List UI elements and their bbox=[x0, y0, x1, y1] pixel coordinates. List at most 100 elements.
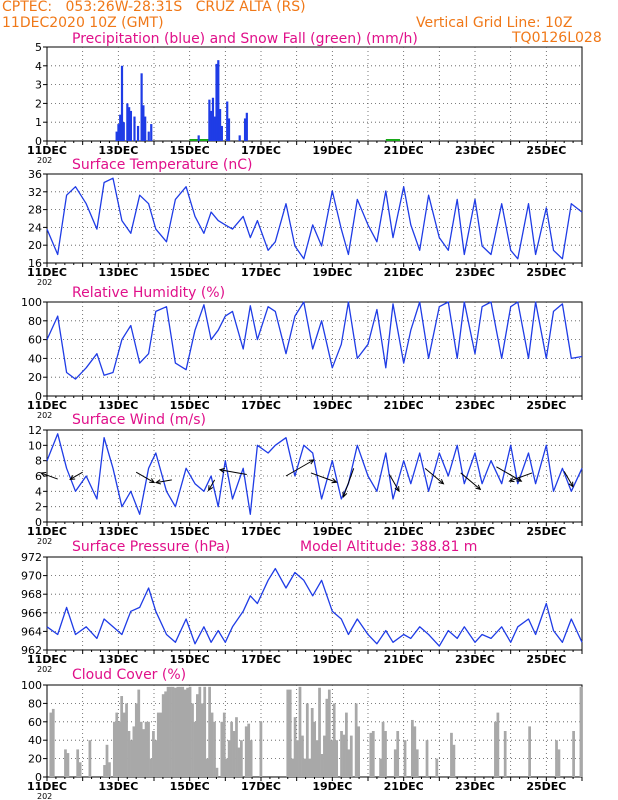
wind-vector bbox=[342, 468, 355, 498]
precip-bar bbox=[117, 124, 120, 141]
cloud-bar bbox=[200, 703, 204, 777]
y-tick-label: 40 bbox=[28, 734, 42, 747]
y-tick-label: 0 bbox=[35, 390, 42, 403]
cloud-bar bbox=[164, 691, 168, 777]
wind-vector bbox=[509, 472, 533, 482]
x-tick-label: 25DEC bbox=[526, 266, 566, 279]
precip-bar bbox=[133, 116, 136, 141]
cloud-bar bbox=[127, 731, 131, 777]
precip-bar bbox=[128, 107, 131, 141]
cloud-bar bbox=[225, 758, 229, 777]
cloud-bar bbox=[171, 686, 175, 777]
precip-bar bbox=[144, 116, 147, 141]
precip-bar bbox=[217, 60, 220, 141]
precip-bar bbox=[197, 135, 200, 141]
cloud-bar bbox=[288, 689, 292, 777]
x-tick-label: 17DEC bbox=[241, 653, 281, 666]
cloud-bar bbox=[230, 721, 233, 777]
cloud-bar bbox=[435, 758, 439, 777]
cloud-bar bbox=[147, 721, 150, 777]
precip-bar bbox=[218, 109, 222, 141]
cloud-bar bbox=[555, 740, 558, 777]
cloud-bar bbox=[413, 726, 417, 777]
cloud-bar bbox=[152, 731, 155, 777]
y-tick-label: 2 bbox=[35, 501, 42, 514]
series-line bbox=[46, 567, 583, 647]
y-tick-label: 36 bbox=[28, 168, 42, 181]
cloud-bar bbox=[103, 765, 106, 777]
cloud-bar bbox=[340, 731, 343, 777]
x-tick-label: 11DEC bbox=[27, 525, 67, 538]
cloud-bar bbox=[415, 749, 419, 777]
precip-bar bbox=[136, 125, 140, 141]
x-axis-stub: 202 bbox=[37, 665, 52, 674]
cloud-bar bbox=[298, 686, 302, 777]
cloud-bar bbox=[315, 740, 319, 777]
x-tick-label: 13DEC bbox=[98, 266, 138, 279]
wind-vector bbox=[135, 471, 155, 483]
cloud-bar bbox=[410, 719, 414, 777]
x-tick-label: 19DEC bbox=[312, 144, 352, 157]
y-tick-label: 100 bbox=[21, 679, 42, 692]
cloud-bar bbox=[174, 687, 177, 777]
cloud-bar bbox=[557, 749, 561, 777]
cloud-bar bbox=[325, 698, 329, 777]
cloud-bar bbox=[115, 712, 119, 777]
x-tick-label: 21DEC bbox=[384, 780, 424, 793]
cloud-bar bbox=[357, 726, 360, 777]
panel-frame bbox=[46, 173, 583, 264]
wind-vector-head bbox=[69, 474, 76, 480]
cloud-bar bbox=[66, 753, 70, 777]
x-tick-label: 25DEC bbox=[526, 780, 566, 793]
cloud-bar bbox=[108, 762, 111, 777]
cloud-bar bbox=[215, 767, 219, 777]
precip-bar bbox=[120, 65, 124, 141]
y-tick-label: 20 bbox=[28, 239, 42, 252]
x-tick-label: 17DEC bbox=[241, 525, 281, 538]
cloud-bar bbox=[450, 732, 453, 777]
cloud-bar bbox=[144, 721, 148, 777]
x-axis-stub: 202 bbox=[37, 411, 52, 420]
wind-vector bbox=[219, 469, 247, 475]
y-tick-label: 1 bbox=[35, 116, 42, 129]
y-tick-label: 970 bbox=[21, 570, 42, 583]
y-tick-label: 0 bbox=[35, 771, 42, 784]
cloud-bar bbox=[244, 726, 248, 777]
x-tick-label: 19DEC bbox=[312, 399, 352, 412]
cloud-bar bbox=[425, 740, 429, 777]
y-tick-label: 0 bbox=[35, 135, 42, 148]
precip-bar bbox=[220, 125, 223, 141]
panel-frame bbox=[46, 556, 583, 651]
cloud-bar bbox=[112, 721, 116, 777]
cloud-bar bbox=[318, 687, 321, 777]
precip-bar bbox=[226, 101, 229, 141]
y-tick-label: 80 bbox=[28, 315, 42, 328]
wind-vector bbox=[155, 479, 172, 484]
y-tick-label: 4 bbox=[35, 60, 42, 73]
x-tick-label: 21DEC bbox=[384, 266, 424, 279]
x-tick-label: 15DEC bbox=[170, 653, 210, 666]
cloud-bar bbox=[369, 732, 373, 777]
y-tick-label: 5 bbox=[35, 41, 42, 54]
cloud-bar bbox=[156, 712, 160, 777]
x-tick-label: 21DEC bbox=[384, 144, 424, 157]
cloud-bar bbox=[310, 708, 314, 777]
cloud-bar bbox=[308, 758, 312, 777]
precip-bar bbox=[245, 112, 248, 141]
cloud-bar bbox=[232, 731, 236, 777]
cloud-bar bbox=[503, 731, 507, 777]
cloud-bar bbox=[117, 721, 121, 777]
cloud-bar bbox=[220, 721, 224, 777]
precip-bar bbox=[140, 73, 143, 141]
precip-bar bbox=[208, 99, 211, 141]
x-tick-label: 11DEC bbox=[27, 653, 67, 666]
wind-vector-head bbox=[394, 486, 400, 493]
wind-vector bbox=[208, 479, 216, 491]
cloud-bar bbox=[393, 749, 397, 777]
x-tick-label: 13DEC bbox=[98, 525, 138, 538]
x-tick-label: 17DEC bbox=[241, 144, 281, 157]
wind-vector bbox=[388, 474, 400, 492]
x-tick-label: 23DEC bbox=[455, 399, 495, 412]
cloud-bar bbox=[159, 712, 163, 777]
